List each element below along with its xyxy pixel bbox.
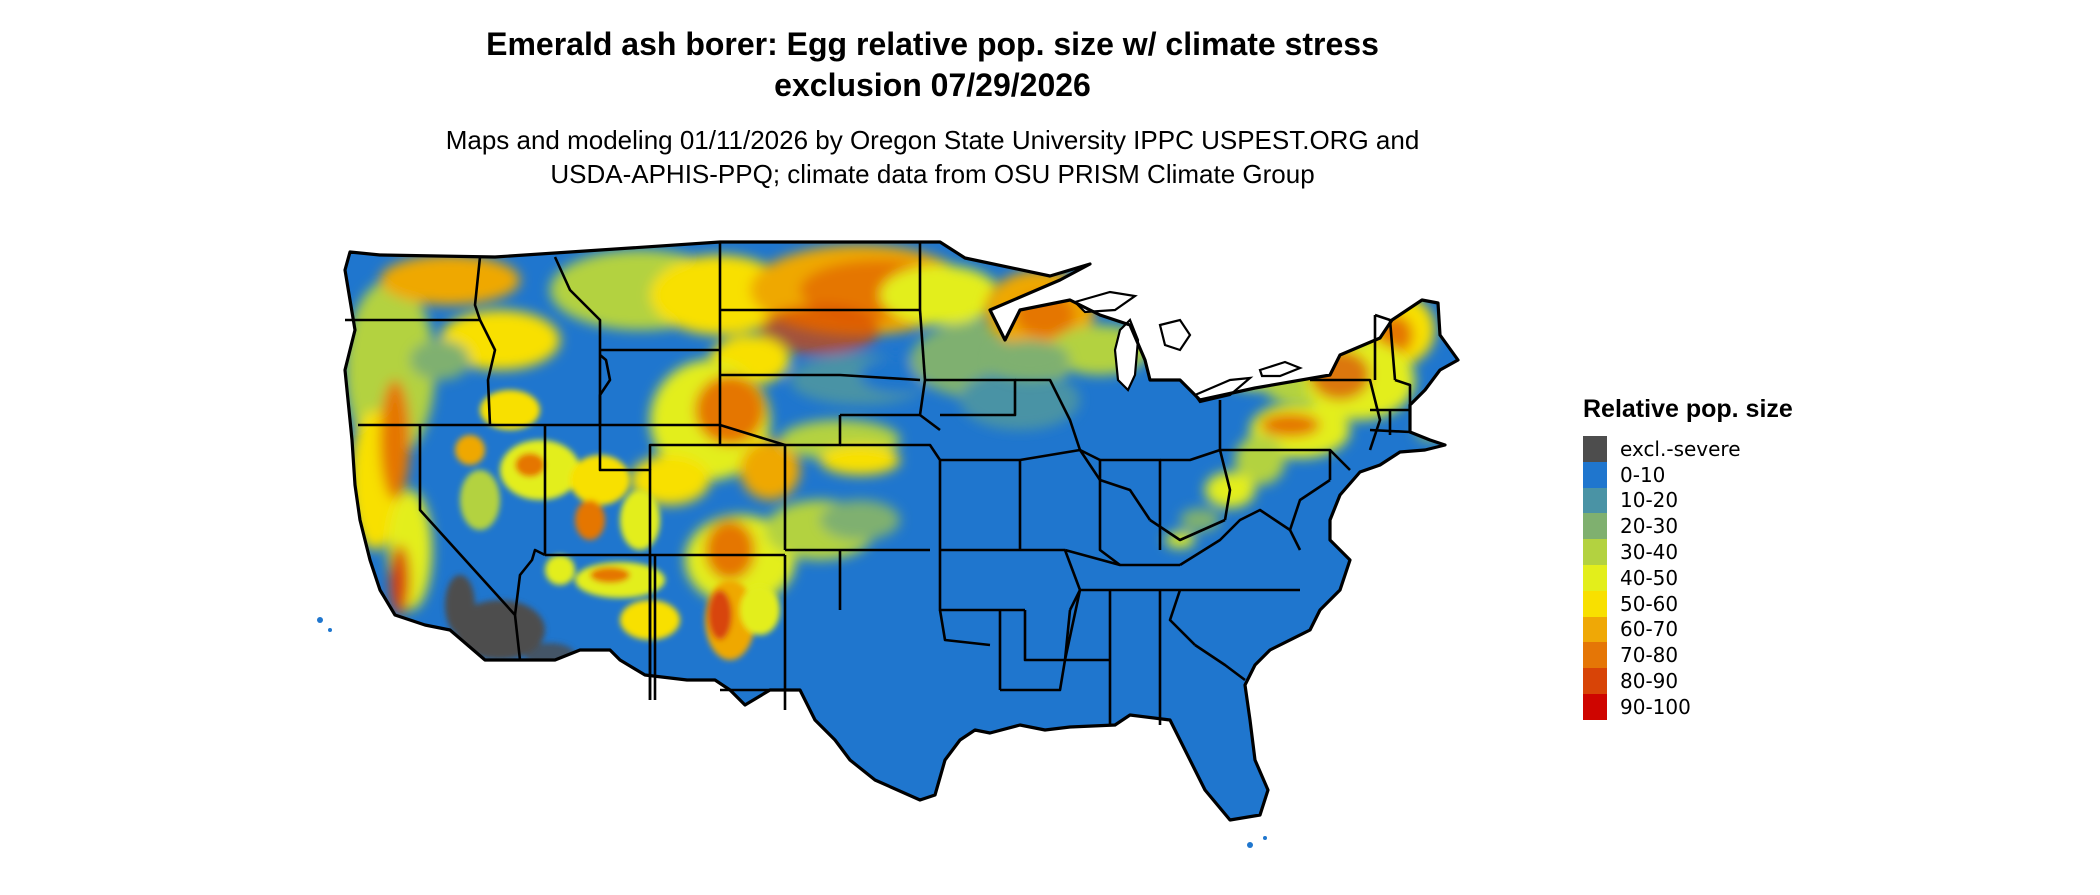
legend-swatch (1583, 539, 1607, 565)
legend-swatch (1583, 693, 1607, 720)
us-outline (343, 240, 1460, 822)
legend-label: 80-90 (1620, 669, 1679, 694)
title-line-2: exclusion 07/29/2026 (774, 67, 1091, 103)
legend-swatch (1583, 642, 1607, 669)
legend-swatch (1583, 513, 1607, 540)
legend-swatch (1583, 616, 1607, 643)
legend-label: 70-80 (1620, 643, 1679, 668)
legend-item: 0-10 (1583, 461, 1793, 488)
legend-item: 90-100 (1583, 693, 1793, 720)
subtitle-line-2: USDA-APHIS-PPQ; climate data from OSU PR… (550, 159, 1315, 189)
legend-item: 60-70 (1583, 616, 1793, 643)
legend-label: 90-100 (1620, 694, 1691, 719)
legend-label: 50-60 (1620, 591, 1679, 616)
legend-label: 60-70 (1620, 617, 1679, 642)
map-subtitle: Maps and modeling 01/11/2026 by Oregon S… (0, 123, 1865, 191)
coastal-islands (317, 617, 1267, 848)
legend-swatch (1583, 487, 1607, 514)
legend-item: 40-50 (1583, 564, 1793, 591)
legend-item: 20-30 (1583, 513, 1793, 540)
legend-label: 10-20 (1620, 488, 1679, 513)
legend-swatch (1583, 461, 1607, 488)
subtitle-line-1: Maps and modeling 01/11/2026 by Oregon S… (445, 125, 1420, 155)
state-boundaries (345, 242, 1412, 725)
legend-swatch (1583, 564, 1607, 591)
legend: Relative pop. size excl.-severe 0-10 10-20… (1583, 394, 1793, 720)
legend-item: 80-90 (1583, 668, 1793, 694)
legend-item: 70-80 (1583, 642, 1793, 669)
legend-label: 20-30 (1620, 514, 1679, 539)
legend-swatch (1583, 590, 1607, 617)
legend-items: excl.-severe 0-10 10-20 20-30 30-40 40-50 50-6… (1583, 436, 1793, 720)
legend-title: Relative pop. size (1583, 395, 1793, 423)
great-lakes (1072, 290, 1303, 404)
legend-item: 10-20 (1583, 487, 1793, 514)
legend-swatch (1583, 668, 1607, 694)
legend-label: 30-40 (1620, 540, 1679, 565)
legend-swatch (1583, 436, 1607, 462)
legend-item: excl.-severe (1583, 436, 1793, 462)
us-map (317, 240, 1460, 848)
map-title: Emerald ash borer: Egg relative pop. siz… (0, 24, 1865, 106)
legend-item: 50-60 (1583, 590, 1793, 617)
legend-label: 40-50 (1620, 565, 1679, 590)
legend-label: 0-10 (1620, 462, 1666, 487)
legend-item: 30-40 (1583, 539, 1793, 565)
legend-label: excl.-severe (1620, 436, 1741, 461)
title-line-1: Emerald ash borer: Egg relative pop. siz… (486, 26, 1379, 62)
